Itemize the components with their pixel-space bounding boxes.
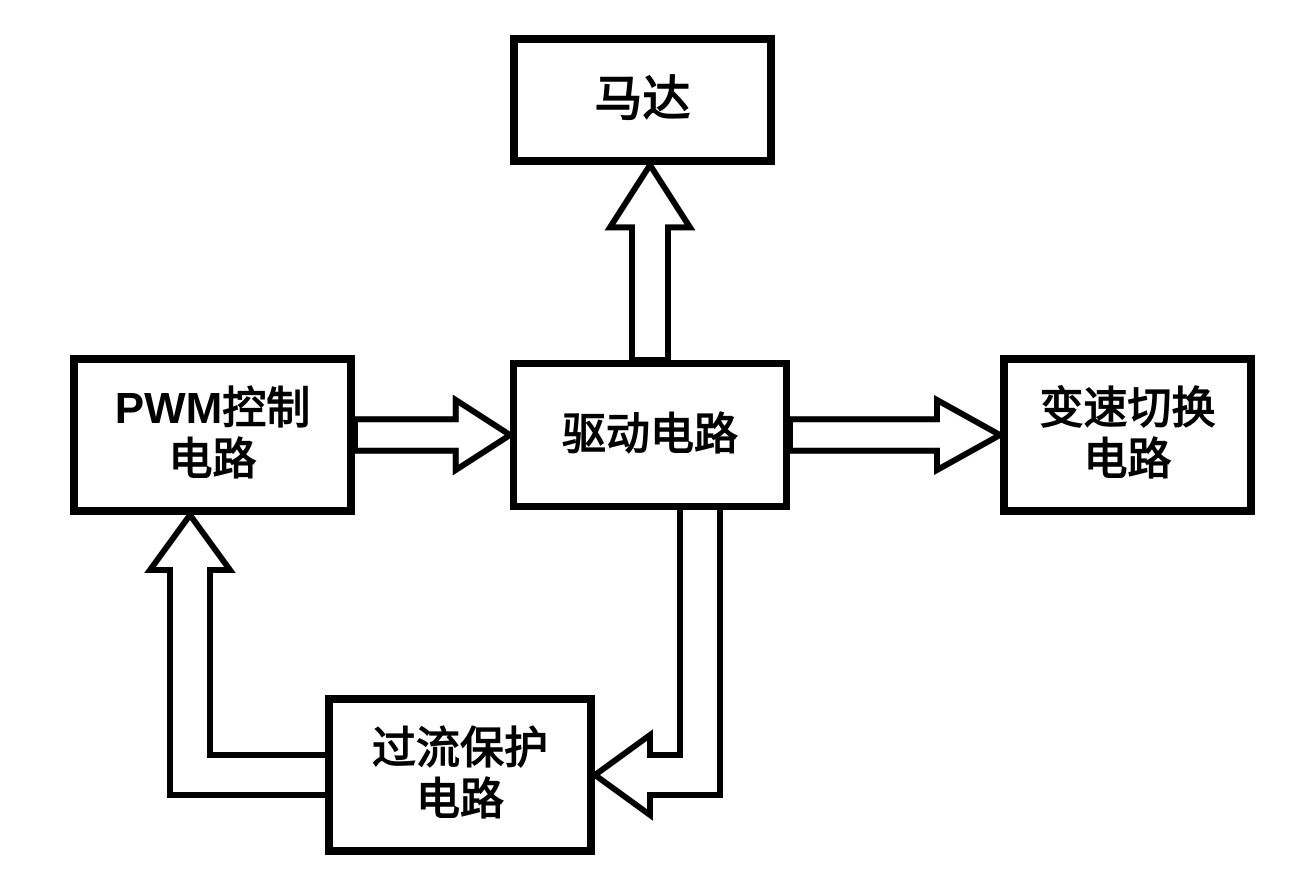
arrow-pwm-to-drive <box>355 400 510 470</box>
diagram-canvas: 马达 PWM控制电路 驱动电路 变速切换电路 过流保护电路 <box>0 0 1304 890</box>
node-drive-label: 驱动电路 <box>562 410 738 461</box>
arrow-drive-to-shift <box>790 400 1000 470</box>
node-motor: 马达 <box>510 35 775 165</box>
arrow-oc-to-pwm <box>140 450 335 825</box>
arrow-drive-to-motor <box>610 165 690 360</box>
node-speed-switch-circuit: 变速切换电路 <box>1000 355 1255 515</box>
node-shift-label: 变速切换电路 <box>1040 384 1216 485</box>
node-motor-label: 马达 <box>594 72 690 127</box>
arrow-drive-to-oc <box>490 500 750 825</box>
node-drive-circuit: 驱动电路 <box>510 360 790 510</box>
